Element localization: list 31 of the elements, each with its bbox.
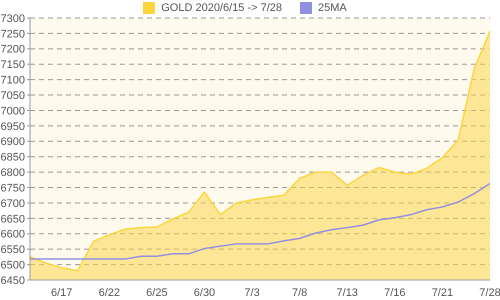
y-tick-label: 6800 xyxy=(0,167,25,180)
y-tick-label: 6750 xyxy=(0,182,25,194)
line-series xyxy=(29,182,491,260)
y-tick-label: 7150 xyxy=(0,59,25,72)
y-tick-label: 7050 xyxy=(0,90,25,102)
y-tick-label: 6650 xyxy=(0,213,25,226)
x-tick-label: 7/8 xyxy=(292,286,308,299)
x-tick-label: 7/16 xyxy=(384,286,406,299)
y-tick-label: 6950 xyxy=(0,120,25,133)
y-tick-label: 6500 xyxy=(0,259,25,272)
x-tick-label: 7/3 xyxy=(244,286,260,299)
y-tick-label: 7300 xyxy=(0,12,25,25)
y-tick-label: 6450 xyxy=(0,274,25,287)
y-tick-label: 6850 xyxy=(0,152,25,164)
y-tick-label: 7200 xyxy=(0,44,25,56)
x-tick-label: 6/30 xyxy=(194,286,216,299)
x-tick-label: 7/28 xyxy=(479,286,500,299)
y-tick-label: 7250 xyxy=(0,28,25,40)
legend-label: 25MA xyxy=(317,2,347,14)
x-tick-label: 6/25 xyxy=(146,286,168,299)
y-tick-label: 6550 xyxy=(0,244,25,256)
y-tick-label: 6900 xyxy=(0,136,25,148)
y-tick-label: 6600 xyxy=(0,228,25,241)
y-tick-label: 7000 xyxy=(0,105,25,118)
legend-label: GOLD 2020/6/15 -> 7/28 xyxy=(160,2,282,14)
x-tick-label: 6/22 xyxy=(98,286,120,299)
y-tick-label: 7100 xyxy=(0,74,25,87)
y-tick-label: 6700 xyxy=(0,198,25,210)
x-tick-label: 6/17 xyxy=(51,286,72,299)
x-tick-label: 7/21 xyxy=(432,286,454,299)
x-tick-label: 7/13 xyxy=(336,286,358,299)
